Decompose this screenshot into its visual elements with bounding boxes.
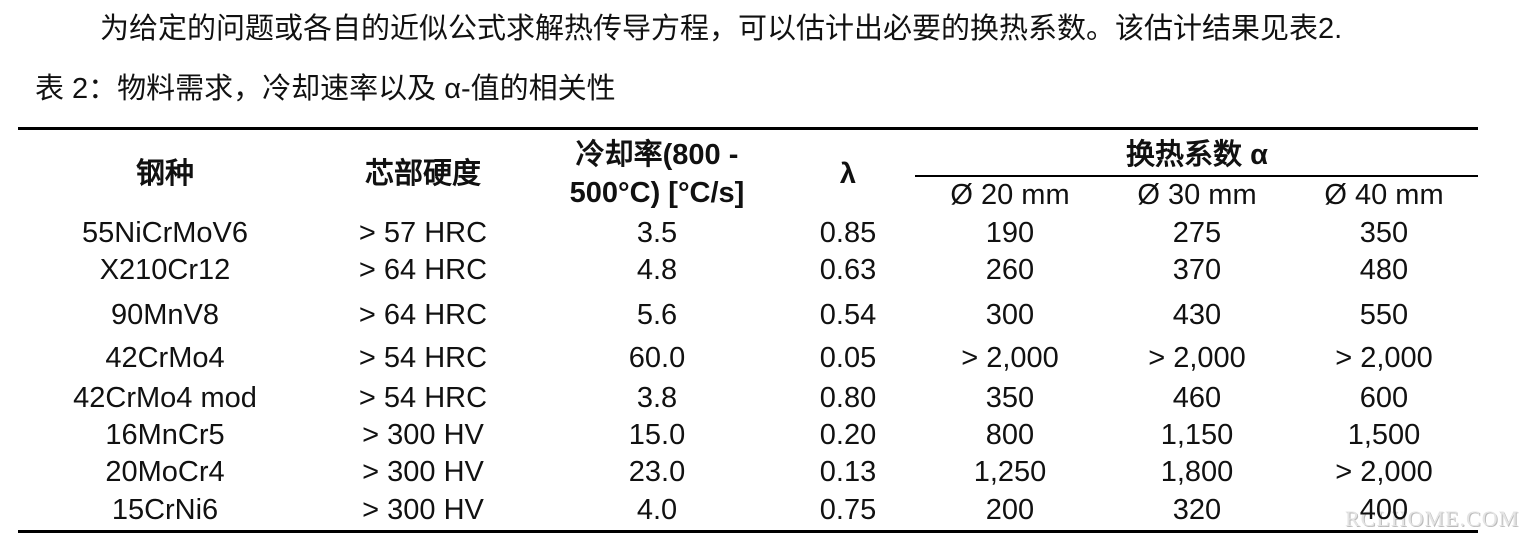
table-cell: 20MoCr4 bbox=[105, 456, 225, 488]
table-cell: > 2,000 bbox=[1335, 342, 1433, 374]
group-header: 换热系数 α bbox=[1126, 139, 1268, 171]
table-cell: 275 bbox=[1172, 217, 1222, 249]
table-cell: 23.0 bbox=[628, 456, 686, 488]
top-rule bbox=[18, 127, 1478, 130]
table-cell: 430 bbox=[1172, 299, 1222, 331]
table-cell: 1,500 bbox=[1347, 419, 1421, 451]
table-cell: > 64 HRC bbox=[358, 254, 488, 286]
table-cell: 3.5 bbox=[636, 217, 678, 249]
table-cell: 400 bbox=[1359, 494, 1409, 526]
table-cell: 1,150 bbox=[1160, 419, 1234, 451]
table-cell: 16MnCr5 bbox=[105, 419, 225, 451]
table-cell: 600 bbox=[1359, 382, 1409, 414]
table-cell: > 2,000 bbox=[1335, 456, 1433, 488]
column-header: λ bbox=[839, 158, 857, 190]
table-cell: > 300 HV bbox=[362, 419, 484, 451]
sub-header: Ø 40 mm bbox=[1324, 179, 1444, 211]
table-cell: 350 bbox=[1359, 217, 1409, 249]
table-cell: X210Cr12 bbox=[99, 254, 231, 286]
table-cell: 5.6 bbox=[636, 299, 678, 331]
column-header: 冷却率(800 - 500°C) [°C/s] bbox=[569, 139, 745, 209]
table-cell: > 54 HRC bbox=[358, 342, 488, 374]
table-cell: > 54 HRC bbox=[358, 382, 488, 414]
table-cell: 4.8 bbox=[636, 254, 678, 286]
table-caption: 表 2：物料需求，冷却速率以及 α-值的相关性 bbox=[35, 73, 616, 105]
table-cell: 480 bbox=[1359, 254, 1409, 286]
table-cell: 800 bbox=[985, 419, 1035, 451]
table-cell: > 2,000 bbox=[1148, 342, 1246, 374]
table-cell: 4.0 bbox=[636, 494, 678, 526]
group-rule bbox=[915, 175, 1478, 177]
table-cell: 42CrMo4 bbox=[105, 342, 225, 374]
table-cell: 3.8 bbox=[636, 382, 678, 414]
table-cell: 190 bbox=[985, 217, 1035, 249]
paragraph: 为给定的问题或各自的近似公式求解热传导方程，可以估计出必要的换热系数。该估计结果… bbox=[100, 13, 1343, 45]
table-cell: 1,250 bbox=[973, 456, 1047, 488]
table-cell: 0.63 bbox=[819, 254, 877, 286]
table-cell: 42CrMo4 mod bbox=[73, 382, 257, 414]
table-cell: 460 bbox=[1172, 382, 1222, 414]
table-cell: 0.20 bbox=[819, 419, 877, 451]
bottom-rule bbox=[18, 530, 1478, 533]
table-cell: > 300 HV bbox=[362, 494, 484, 526]
sub-header: Ø 30 mm bbox=[1137, 179, 1257, 211]
table-cell: 0.75 bbox=[819, 494, 877, 526]
table-cell: 260 bbox=[985, 254, 1035, 286]
watermark: RCLHOME.COM bbox=[1345, 506, 1520, 531]
table-cell: > 57 HRC bbox=[358, 217, 488, 249]
table-cell: 300 bbox=[985, 299, 1035, 331]
table-cell: 0.05 bbox=[819, 342, 877, 374]
table-cell: 0.13 bbox=[819, 456, 877, 488]
table-cell: 1,800 bbox=[1160, 456, 1234, 488]
column-header: 芯部硬度 bbox=[364, 158, 482, 190]
table-cell: 60.0 bbox=[628, 342, 686, 374]
table-cell: > 2,000 bbox=[961, 342, 1059, 374]
table-cell: 0.85 bbox=[819, 217, 877, 249]
table-cell: 15CrNi6 bbox=[111, 494, 219, 526]
table-cell: 90MnV8 bbox=[110, 299, 220, 331]
table-cell: > 64 HRC bbox=[358, 299, 488, 331]
sub-header: Ø 20 mm bbox=[950, 179, 1070, 211]
table-cell: 320 bbox=[1172, 494, 1222, 526]
table-cell: 370 bbox=[1172, 254, 1222, 286]
column-header: 钢种 bbox=[135, 158, 195, 190]
table-cell: 350 bbox=[985, 382, 1035, 414]
table-cell: 550 bbox=[1359, 299, 1409, 331]
table-cell: > 300 HV bbox=[362, 456, 484, 488]
table-cell: 0.80 bbox=[819, 382, 877, 414]
table-cell: 0.54 bbox=[819, 299, 877, 331]
table-cell: 200 bbox=[985, 494, 1035, 526]
table-cell: 15.0 bbox=[628, 419, 686, 451]
table-cell: 55NiCrMoV6 bbox=[82, 217, 248, 249]
